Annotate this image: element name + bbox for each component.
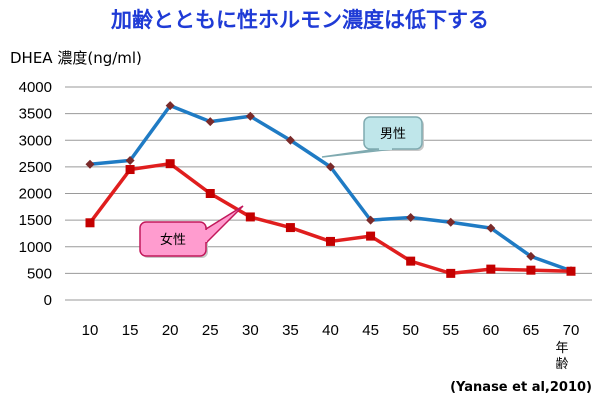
data-point [446,217,456,227]
chart-title: 加齢とともに性ホルモン濃度は低下する [110,8,489,32]
data-point [205,189,215,198]
y-tick-label: 500 [27,265,52,282]
data-point [285,223,295,233]
series-lines [85,101,576,278]
x-tick-label: 45 [362,322,379,339]
callout-1: 男性 [321,116,424,158]
x-tick-label: 35 [282,322,299,339]
x-tick-label: 65 [523,322,540,339]
x-tick-label: 50 [402,322,419,339]
data-point [285,135,295,145]
source-citation: (Yanase et al,2010) [450,380,592,395]
x-tick-label: 55 [442,322,459,339]
callout-pointer [205,205,244,245]
data-point [526,265,536,275]
data-point [125,155,135,165]
x-tick-labels: 10 15 20 25 30 35 40 45 50 55 60 65 70 [82,322,580,339]
x-axis-label: 年齢 [555,341,568,372]
x-axis-label-char: 年 [555,341,568,356]
x-tick-label: 10 [82,322,99,339]
series-2 [85,159,576,278]
data-point [205,117,215,127]
data-point [125,165,135,175]
callout-pointer [321,148,394,158]
x-tick-label: 60 [482,322,499,339]
data-point [326,236,335,246]
data-point [165,159,175,169]
x-tick-label: 20 [162,322,179,339]
data-point [406,256,416,266]
y-tick-labels: 0 500 1000 1500 2000 2500 3000 3500 4000 [19,79,52,309]
x-tick-label: 15 [122,322,139,339]
data-point [245,111,255,121]
x-tick-label: 25 [202,322,219,339]
data-point [85,218,95,228]
callout-2: 女性 [139,205,244,258]
y-tick-label: 1500 [19,212,52,229]
y-tick-label: 0 [44,292,52,309]
data-point [486,264,496,274]
x-tick-label: 30 [242,322,259,339]
callout-label: 女性 [160,232,186,248]
data-point [446,268,456,278]
data-point [165,101,175,111]
callout-label: 男性 [380,127,406,142]
data-point [85,159,95,169]
data-point [366,231,376,241]
y-tick-label: 2500 [19,159,52,176]
data-point [366,215,376,225]
data-point [566,266,576,276]
y-tick-label: 3500 [19,106,52,123]
y-tick-label: 1000 [19,239,52,256]
x-tick-label: 40 [322,322,339,339]
data-point [326,162,335,172]
data-point [486,223,496,233]
y-tick-label: 3000 [19,132,52,149]
data-point [406,212,416,222]
y-tick-label: 4000 [19,79,52,96]
x-tick-label: 70 [563,322,580,339]
data-point [526,251,536,261]
x-axis-label-char: 齢 [555,357,568,372]
callout-box [363,116,423,150]
data-point [245,212,255,222]
series-1 [85,101,576,276]
y-axis-label: DHEA 濃度(ng/ml) [10,49,142,67]
y-tick-label: 2000 [19,186,52,203]
